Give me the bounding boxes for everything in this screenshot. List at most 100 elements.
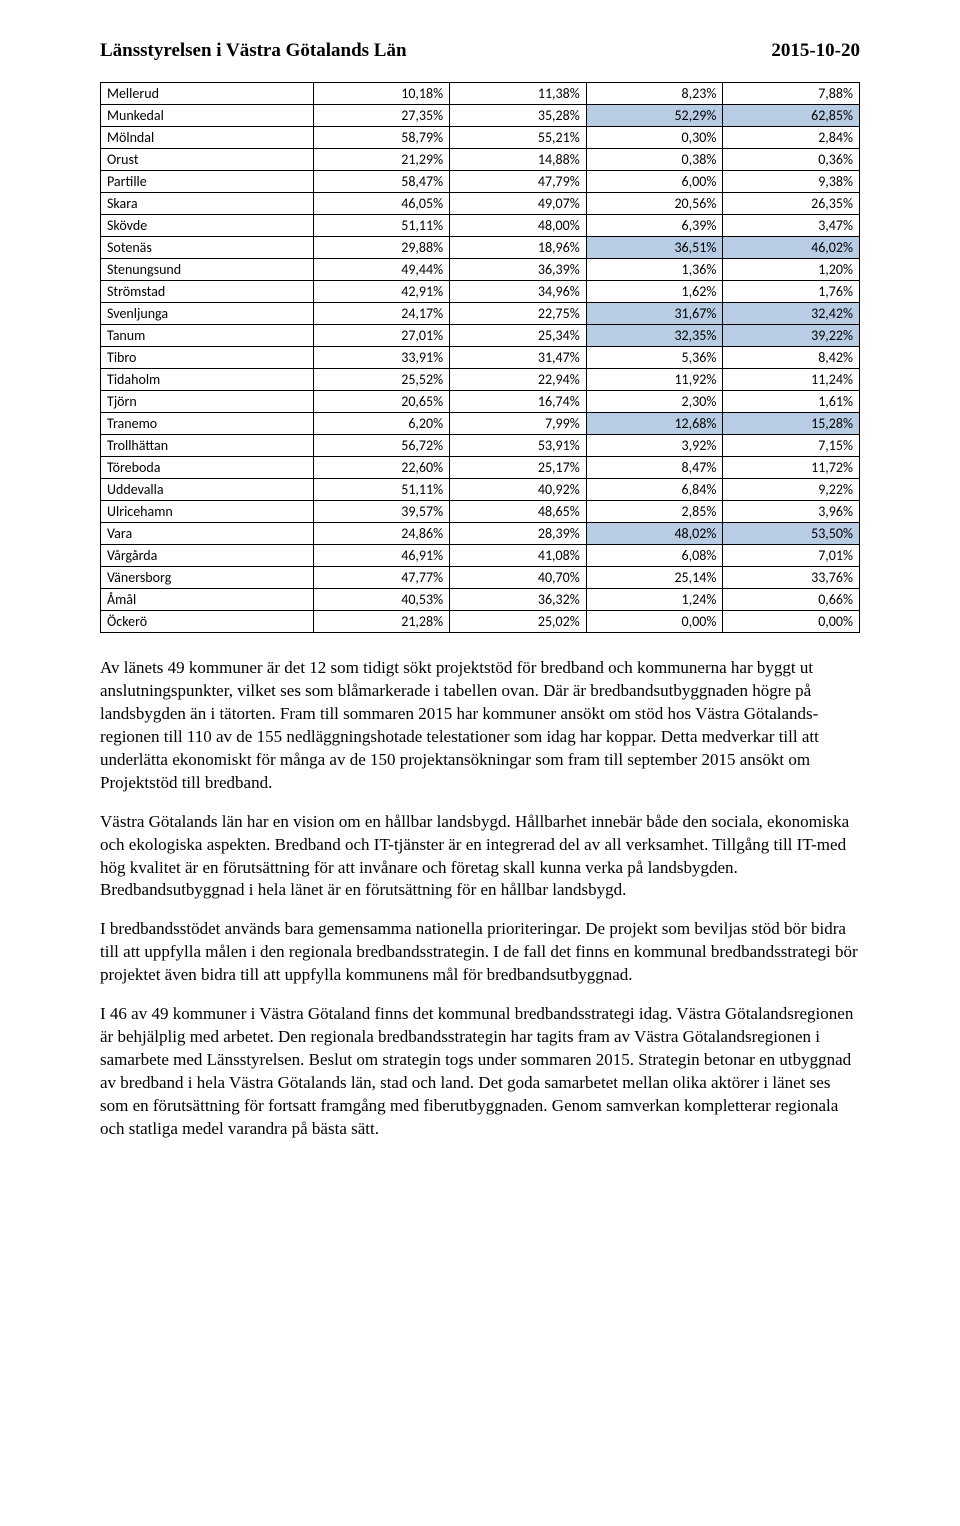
- cell: 10,18%: [313, 83, 450, 105]
- cell: 49,07%: [450, 193, 587, 215]
- cell: 36,51%: [586, 237, 723, 259]
- table-row: Partille58,47%47,79%6,00%9,38%: [101, 171, 860, 193]
- row-name: Tjörn: [101, 391, 314, 413]
- cell: 62,85%: [723, 105, 860, 127]
- cell: 35,28%: [450, 105, 587, 127]
- cell: 22,94%: [450, 369, 587, 391]
- header-left: Länsstyrelsen i Västra Götalands Län: [100, 40, 407, 62]
- cell: 11,38%: [450, 83, 587, 105]
- cell: 47,79%: [450, 171, 587, 193]
- cell: 48,02%: [586, 523, 723, 545]
- cell: 25,34%: [450, 325, 587, 347]
- cell: 21,28%: [313, 611, 450, 633]
- row-name: Vänersborg: [101, 567, 314, 589]
- cell: 53,91%: [450, 435, 587, 457]
- cell: 8,42%: [723, 347, 860, 369]
- cell: 53,50%: [723, 523, 860, 545]
- cell: 48,65%: [450, 501, 587, 523]
- row-name: Vårgårda: [101, 545, 314, 567]
- table-row: Töreboda22,60%25,17%8,47%11,72%: [101, 457, 860, 479]
- table-row: Vårgårda46,91%41,08%6,08%7,01%: [101, 545, 860, 567]
- cell: 9,22%: [723, 479, 860, 501]
- cell: 11,92%: [586, 369, 723, 391]
- row-name: Mölndal: [101, 127, 314, 149]
- cell: 25,02%: [450, 611, 587, 633]
- table-row: Tranemo6,20%7,99%12,68%15,28%: [101, 413, 860, 435]
- row-name: Partille: [101, 171, 314, 193]
- cell: 6,20%: [313, 413, 450, 435]
- cell: 1,24%: [586, 589, 723, 611]
- table-row: Sotenäs29,88%18,96%36,51%46,02%: [101, 237, 860, 259]
- cell: 14,88%: [450, 149, 587, 171]
- row-name: Ulricehamn: [101, 501, 314, 523]
- row-name: Trollhättan: [101, 435, 314, 457]
- table-row: Vänersborg47,77%40,70%25,14%33,76%: [101, 567, 860, 589]
- cell: 1,76%: [723, 281, 860, 303]
- cell: 52,29%: [586, 105, 723, 127]
- cell: 1,36%: [586, 259, 723, 281]
- cell: 11,24%: [723, 369, 860, 391]
- cell: 25,14%: [586, 567, 723, 589]
- cell: 1,61%: [723, 391, 860, 413]
- cell: 16,74%: [450, 391, 587, 413]
- table-row: Orust21,29%14,88%0,38%0,36%: [101, 149, 860, 171]
- cell: 40,70%: [450, 567, 587, 589]
- cell: 27,35%: [313, 105, 450, 127]
- table-row: Öckerö21,28%25,02%0,00%0,00%: [101, 611, 860, 633]
- cell: 22,75%: [450, 303, 587, 325]
- cell: 49,44%: [313, 259, 450, 281]
- page-header: Länsstyrelsen i Västra Götalands Län 201…: [100, 40, 860, 62]
- cell: 29,88%: [313, 237, 450, 259]
- table-row: Skövde51,11%48,00%6,39%3,47%: [101, 215, 860, 237]
- table-row: Mellerud10,18%11,38%8,23%7,88%: [101, 83, 860, 105]
- table-row: Åmål40,53%36,32%1,24%0,66%: [101, 589, 860, 611]
- cell: 3,47%: [723, 215, 860, 237]
- cell: 51,11%: [313, 479, 450, 501]
- row-name: Öckerö: [101, 611, 314, 633]
- cell: 46,91%: [313, 545, 450, 567]
- row-name: Vara: [101, 523, 314, 545]
- cell: 2,85%: [586, 501, 723, 523]
- cell: 6,00%: [586, 171, 723, 193]
- table-row: Munkedal27,35%35,28%52,29%62,85%: [101, 105, 860, 127]
- row-name: Skövde: [101, 215, 314, 237]
- cell: 0,38%: [586, 149, 723, 171]
- cell: 8,47%: [586, 457, 723, 479]
- cell: 33,76%: [723, 567, 860, 589]
- cell: 25,17%: [450, 457, 587, 479]
- cell: 6,08%: [586, 545, 723, 567]
- row-name: Strömstad: [101, 281, 314, 303]
- cell: 12,68%: [586, 413, 723, 435]
- row-name: Töreboda: [101, 457, 314, 479]
- cell: 46,05%: [313, 193, 450, 215]
- cell: 0,00%: [586, 611, 723, 633]
- cell: 2,84%: [723, 127, 860, 149]
- row-name: Tranemo: [101, 413, 314, 435]
- cell: 39,57%: [313, 501, 450, 523]
- body-paragraph: I bredbandsstödet används bara gemensamm…: [100, 918, 860, 987]
- cell: 7,15%: [723, 435, 860, 457]
- cell: 11,72%: [723, 457, 860, 479]
- cell: 51,11%: [313, 215, 450, 237]
- cell: 42,91%: [313, 281, 450, 303]
- cell: 46,02%: [723, 237, 860, 259]
- table-row: Stenungsund49,44%36,39%1,36%1,20%: [101, 259, 860, 281]
- cell: 8,23%: [586, 83, 723, 105]
- cell: 22,60%: [313, 457, 450, 479]
- cell: 40,92%: [450, 479, 587, 501]
- cell: 58,79%: [313, 127, 450, 149]
- header-right: 2015-10-20: [771, 40, 860, 62]
- cell: 47,77%: [313, 567, 450, 589]
- cell: 36,32%: [450, 589, 587, 611]
- cell: 55,21%: [450, 127, 587, 149]
- cell: 0,00%: [723, 611, 860, 633]
- cell: 41,08%: [450, 545, 587, 567]
- row-name: Åmål: [101, 589, 314, 611]
- cell: 39,22%: [723, 325, 860, 347]
- table-row: Strömstad42,91%34,96%1,62%1,76%: [101, 281, 860, 303]
- table-row: Tidaholm25,52%22,94%11,92%11,24%: [101, 369, 860, 391]
- row-name: Sotenäs: [101, 237, 314, 259]
- cell: 32,35%: [586, 325, 723, 347]
- cell: 32,42%: [723, 303, 860, 325]
- row-name: Munkedal: [101, 105, 314, 127]
